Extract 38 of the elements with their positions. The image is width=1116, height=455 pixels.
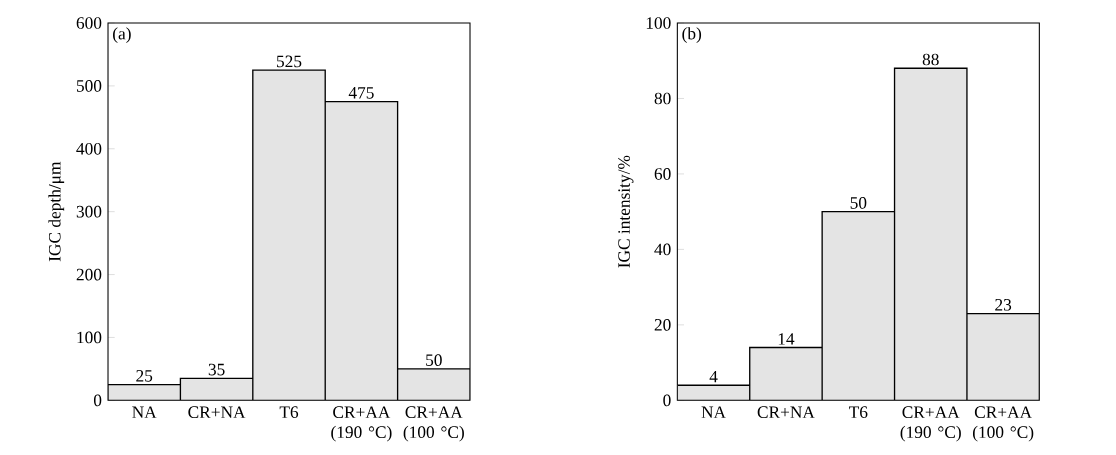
y-tick-label: 20	[654, 319, 671, 331]
y-tick-label: 200	[76, 268, 102, 281]
x-tick-label: CR+AA (100 °C)	[403, 406, 464, 442]
data-label: 4	[709, 370, 718, 383]
y-tick-label: 40	[654, 243, 671, 256]
y-axis-title: IGC intensity/%	[618, 155, 634, 268]
y-tick-label: 100	[646, 17, 671, 29]
y-tick-label: 400	[76, 142, 102, 155]
annotation: (b)	[682, 27, 702, 43]
y-tick-label: 0	[93, 394, 102, 407]
x-tick-label: NA	[132, 406, 157, 418]
y-tick-label: 80	[654, 92, 671, 105]
x-tick-label: CR+AA (190 °C)	[331, 406, 392, 442]
y-tick-label: 300	[76, 205, 102, 218]
x-tick-label: CR+AA (100 °C)	[972, 406, 1034, 442]
data-label: 475	[348, 87, 374, 99]
y-tick-label: 60	[654, 168, 671, 180]
data-label: 35	[208, 363, 225, 376]
data-label: 25	[136, 370, 153, 382]
x-tick-label: T6	[279, 406, 299, 419]
x-tick-label: CR+AA (190 °C)	[900, 406, 961, 442]
data-label: 50	[426, 354, 442, 366]
bar	[966, 312, 1040, 401]
x-tick-label: T6	[849, 406, 868, 419]
annotation: (a)	[113, 27, 131, 43]
y-tick-label: 100	[77, 331, 102, 344]
data-label: 14	[778, 333, 795, 345]
x-tick-label: CR+NA	[188, 406, 246, 419]
data-label: 23	[995, 298, 1012, 311]
data-label: 525	[277, 55, 302, 68]
data-label: 88	[922, 53, 939, 66]
y-tick-label: 500	[76, 80, 102, 92]
y-axis-title: IGC depth/μm	[48, 161, 65, 262]
x-tick-label: CR+NA	[757, 406, 815, 419]
y-tick-label: 600	[76, 17, 102, 29]
y-tick-label: 0	[663, 394, 671, 407]
data-label: 50	[850, 197, 867, 209]
x-tick-label: NA	[701, 406, 726, 418]
